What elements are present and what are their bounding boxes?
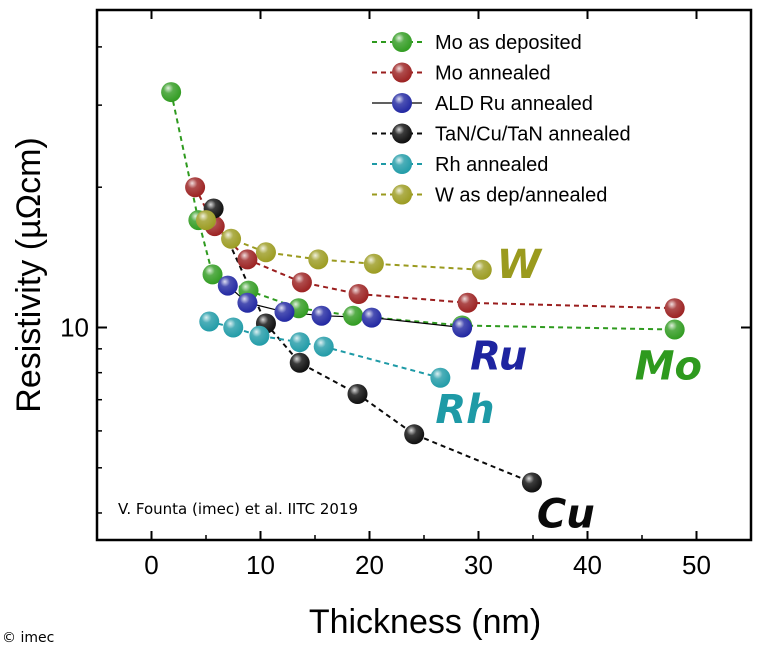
y-tick-label: 10 xyxy=(60,313,89,343)
series-label-mo_dep: Mo xyxy=(635,344,702,390)
data-point-cu xyxy=(404,424,424,444)
legend-label-mo_dep: Mo as deposited xyxy=(435,32,582,54)
x-tick-label: 40 xyxy=(573,550,602,580)
data-point-mo_ann xyxy=(458,293,478,313)
data-point-rh_ann xyxy=(223,318,243,338)
data-point-ru_ann xyxy=(237,293,257,313)
data-point-mo_ann xyxy=(292,272,312,292)
data-point-rh_ann xyxy=(290,332,310,352)
data-point-rh_ann xyxy=(314,337,334,357)
data-point-rh_ann xyxy=(430,368,450,388)
legend-marker-ru_ann xyxy=(392,93,412,113)
data-point-ru_ann xyxy=(452,318,472,338)
data-point-cu xyxy=(522,472,542,492)
legend-marker-mo_dep xyxy=(392,32,412,52)
legend-marker-cu xyxy=(392,124,412,144)
data-point-ru_ann xyxy=(312,306,332,326)
plot-frame xyxy=(97,10,751,540)
data-point-mo_ann xyxy=(665,298,685,318)
data-point-mo_ann xyxy=(185,177,205,197)
data-point-ru_ann xyxy=(274,302,294,322)
x-tick-label: 10 xyxy=(246,550,275,580)
legend-marker-mo_ann xyxy=(392,63,412,83)
data-point-rh_ann xyxy=(199,312,219,332)
series-label-rh_ann: Rh xyxy=(435,387,494,433)
data-point-w xyxy=(196,210,216,230)
resistivity-chart: 0 10 20 30 40 50 10 Mo as deposited Mo annealed… xyxy=(0,0,769,649)
data-point-cu xyxy=(348,384,368,404)
data-point-w xyxy=(472,260,492,280)
data-point-mo_dep xyxy=(161,82,181,102)
legend-marker-w xyxy=(392,185,412,205)
series-label-ru_ann: Ru xyxy=(470,334,527,380)
x-axis-title: Thickness (nm) xyxy=(309,603,541,641)
legend: Mo as deposited Mo annealed ALD Ru anneale… xyxy=(372,32,631,207)
legend-label-ru_ann: ALD Ru annealed xyxy=(435,93,593,115)
data-point-ru_ann xyxy=(218,276,238,296)
legend-label-w: W as dep/annealed xyxy=(435,185,607,207)
series-label-w: W xyxy=(497,242,543,288)
citation-annotation: V. Founta (imec) et al. IITC 2019 xyxy=(118,500,358,518)
x-tick-label: 0 xyxy=(144,550,158,580)
data-point-w xyxy=(308,249,328,269)
data-point-w xyxy=(364,254,384,274)
copyright-text: © imec xyxy=(2,630,54,646)
data-point-ru_ann xyxy=(362,308,382,328)
data-point-mo_dep xyxy=(343,306,363,326)
legend-marker-rh_ann xyxy=(392,154,412,174)
legend-label-rh_ann: Rh annealed xyxy=(435,154,548,176)
x-tick-label: 20 xyxy=(355,550,384,580)
data-point-mo_ann xyxy=(349,284,369,304)
data-point-w xyxy=(221,229,241,249)
data-point-cu xyxy=(290,353,310,373)
data-point-w xyxy=(256,242,276,262)
y-axis-title: Resistivity (µΩcm) xyxy=(10,137,48,412)
data-point-rh_ann xyxy=(249,326,269,346)
x-tick-label: 30 xyxy=(464,550,493,580)
series-label-cu: Cu xyxy=(537,491,595,537)
data-point-mo_ann xyxy=(237,249,257,269)
data-point-mo_dep xyxy=(665,320,685,340)
legend-label-mo_ann: Mo annealed xyxy=(435,63,551,85)
x-tick-label: 50 xyxy=(682,550,711,580)
legend-label-cu: TaN/Cu/TaN annealed xyxy=(435,124,631,146)
